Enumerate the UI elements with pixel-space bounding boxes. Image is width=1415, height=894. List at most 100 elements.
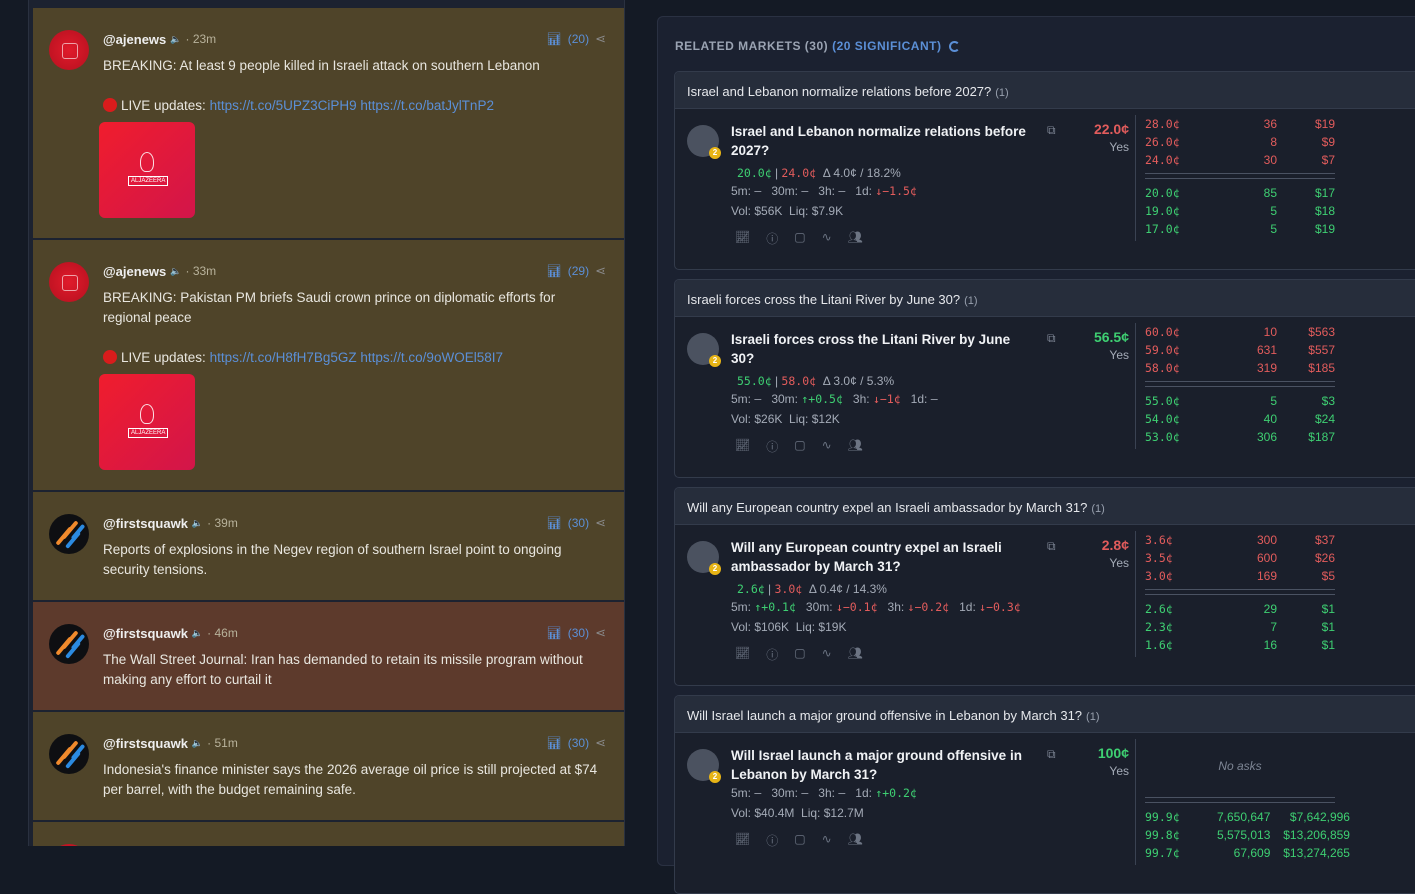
external-link-icon[interactable]: ⧉: [1047, 331, 1056, 345]
chart-icon[interactable]: 📈︎: [735, 230, 751, 244]
aljazeera-avatar[interactable]: [49, 844, 89, 846]
ask-price: 58.0¢: [1145, 361, 1180, 375]
ask-row[interactable]: 60.0¢ 10 $563: [1145, 323, 1335, 341]
bid-row[interactable]: 2.6¢ 29 $1: [1145, 600, 1335, 618]
share-icon[interactable]: ⋖: [595, 625, 606, 640]
activity-icon[interactable]: ∿: [821, 230, 832, 244]
bid-row[interactable]: 99.9¢ 7,650,647 $7,642,996: [1145, 808, 1350, 826]
info-icon[interactable]: ⓘ: [766, 440, 779, 454]
speaker-icon[interactable]: 🔈: [191, 627, 204, 638]
speaker-icon[interactable]: 🔈: [170, 265, 182, 276]
related-markets-count[interactable]: (20): [567, 32, 590, 46]
tweet-item[interactable]: @firstsquawk 🔈 · 51m 📊︎ (30) ⋖ Indonesia's fin…: [33, 712, 624, 820]
market-group-header[interactable]: Will any European country expel an Israe…: [675, 488, 1415, 525]
comment-icon[interactable]: ▢: [794, 438, 806, 452]
share-icon[interactable]: ⋖: [595, 263, 606, 278]
market-title[interactable]: Will Israel launch a major ground offens…: [731, 748, 1022, 782]
speaker-icon[interactable]: 🔈: [191, 517, 204, 528]
external-link-icon[interactable]: ⧉: [1047, 539, 1056, 553]
firstsquawk-avatar[interactable]: [49, 734, 89, 774]
firstsquawk-avatar[interactable]: [49, 624, 89, 664]
activity-icon[interactable]: ∿: [821, 832, 832, 846]
bid-row[interactable]: 2.3¢ 7 $1: [1145, 618, 1335, 636]
tweet-handle[interactable]: @ajenews: [103, 263, 167, 279]
firstsquawk-avatar[interactable]: [49, 514, 89, 554]
external-link-icon[interactable]: ⧉: [1047, 123, 1056, 137]
market-title[interactable]: Will any European country expel an Israe…: [731, 540, 1002, 574]
ask-price: 26.0¢: [1145, 135, 1180, 149]
market-group-header[interactable]: Israel and Lebanon normalize relations b…: [675, 72, 1415, 109]
ask-total: $37: [1314, 533, 1335, 547]
tweet-item[interactable]: @ajenews 🔈 · 23m 📊︎ (20) ⋖ BREAKING: At least …: [33, 8, 624, 238]
ask-row[interactable]: 26.0¢ 8 $9: [1145, 133, 1335, 151]
tweet-link[interactable]: https://t.co/H8fH7Bg5GZ: [209, 350, 357, 365]
market-group-header[interactable]: Will Israel launch a major ground offens…: [675, 696, 1415, 733]
bid-row[interactable]: 17.0¢ 5 $19: [1145, 220, 1335, 238]
share-icon[interactable]: ⋖: [595, 515, 606, 530]
tweet-image[interactable]: ALJAZEERA: [99, 374, 195, 470]
related-markets-count[interactable]: (30): [567, 736, 590, 750]
activity-icon[interactable]: ∿: [821, 646, 832, 660]
comment-icon[interactable]: ▢: [794, 230, 806, 244]
tweet-link[interactable]: https://t.co/5UPZ3CiPH9: [209, 98, 357, 113]
tweet-handle[interactable]: @firstsquawk: [103, 735, 188, 751]
related-markets-count[interactable]: (30): [567, 516, 590, 530]
tweet-link[interactable]: https://t.co/9oWOEl58I7: [360, 350, 503, 365]
tweet-image[interactable]: ALJAZEERA: [99, 122, 195, 218]
market-title[interactable]: Israel and Lebanon normalize relations b…: [731, 124, 1026, 158]
ask-row[interactable]: 24.0¢ 30 $7: [1145, 151, 1335, 169]
tweet-item[interactable]: @firstsquawk 🔈 · 46m 📊︎ (30) ⋖ The Wall Street…: [33, 602, 624, 710]
comment-icon[interactable]: ▢: [794, 832, 806, 846]
share-icon[interactable]: ⋖: [595, 31, 606, 46]
ask-row[interactable]: 59.0¢ 631 $557: [1145, 341, 1335, 359]
ask-row[interactable]: 28.0¢ 36 $19: [1145, 115, 1335, 133]
market-group-count: (1): [1091, 503, 1105, 515]
change-label: 3h:: [818, 786, 835, 800]
market-group-title: Israel and Lebanon normalize relations b…: [687, 84, 992, 99]
tweet-item[interactable]: [33, 822, 624, 846]
holders-icon[interactable]: 👥︎: [847, 438, 863, 452]
markets-chart-icon: 📊︎: [546, 626, 562, 640]
chart-icon[interactable]: 📈︎: [735, 646, 751, 660]
holders-icon[interactable]: 👥︎: [847, 230, 863, 244]
comment-icon[interactable]: ▢: [794, 646, 806, 660]
bid-row[interactable]: 99.7¢ 67,609 $13,274,265: [1145, 844, 1350, 862]
chart-icon[interactable]: 📈︎: [735, 832, 751, 846]
holders-icon[interactable]: 👥︎: [847, 646, 863, 660]
ask-row[interactable]: 3.6¢ 300 $37: [1145, 531, 1335, 549]
activity-icon[interactable]: ∿: [821, 438, 832, 452]
bid-row[interactable]: 19.0¢ 5 $18: [1145, 202, 1335, 220]
tweet-handle[interactable]: @firstsquawk: [103, 625, 188, 641]
aljazeera-avatar[interactable]: [49, 30, 89, 70]
info-icon[interactable]: ⓘ: [766, 834, 779, 848]
speaker-icon[interactable]: 🔈: [191, 737, 204, 748]
tweet-handle[interactable]: @firstsquawk: [103, 515, 188, 531]
related-markets-count[interactable]: (30): [567, 626, 590, 640]
info-icon[interactable]: ⓘ: [766, 232, 779, 246]
bid-row[interactable]: 20.0¢ 85 $17: [1145, 184, 1335, 202]
market-title[interactable]: Israeli forces cross the Litani River by…: [731, 332, 1011, 366]
tweet-item[interactable]: @firstsquawk 🔈 · 39m 📊︎ (30) ⋖ Reports of expl…: [33, 492, 624, 600]
significant-count[interactable]: (20 SIGNIFICANT): [832, 39, 942, 53]
external-link-icon[interactable]: ⧉: [1047, 747, 1056, 761]
info-icon[interactable]: ⓘ: [766, 648, 779, 662]
bid-row[interactable]: 1.6¢ 16 $1: [1145, 636, 1335, 654]
ask-row[interactable]: 58.0¢ 319 $185: [1145, 359, 1335, 377]
bid-row[interactable]: 55.0¢ 5 $3: [1145, 392, 1335, 410]
aljazeera-avatar[interactable]: [49, 262, 89, 302]
chart-icon[interactable]: 📈︎: [735, 438, 751, 452]
bid-row[interactable]: 54.0¢ 40 $24: [1145, 410, 1335, 428]
tweet-item[interactable]: @ajenews 🔈 · 33m 📊︎ (29) ⋖ BREAKING: Pakistan …: [33, 240, 624, 490]
speaker-icon[interactable]: 🔈: [170, 33, 182, 44]
holders-icon[interactable]: 👥︎: [847, 832, 863, 846]
bid-row[interactable]: 53.0¢ 306 $187: [1145, 428, 1335, 446]
ask-row[interactable]: 3.5¢ 600 $26: [1145, 549, 1335, 567]
news-feed[interactable]: @ajenews 🔈 · 23m 📊︎ (20) ⋖ BREAKING: At least …: [28, 0, 625, 846]
related-markets-count[interactable]: (29): [567, 264, 590, 278]
market-group-header[interactable]: Israeli forces cross the Litani River by…: [675, 280, 1415, 317]
tweet-link[interactable]: https://t.co/batJylTnP2: [360, 98, 494, 113]
bid-row[interactable]: 99.8¢ 5,575,013 $13,206,859: [1145, 826, 1350, 844]
tweet-handle[interactable]: @ajenews: [103, 31, 167, 47]
ask-row[interactable]: 3.0¢ 169 $5: [1145, 567, 1335, 585]
share-icon[interactable]: ⋖: [595, 735, 606, 750]
